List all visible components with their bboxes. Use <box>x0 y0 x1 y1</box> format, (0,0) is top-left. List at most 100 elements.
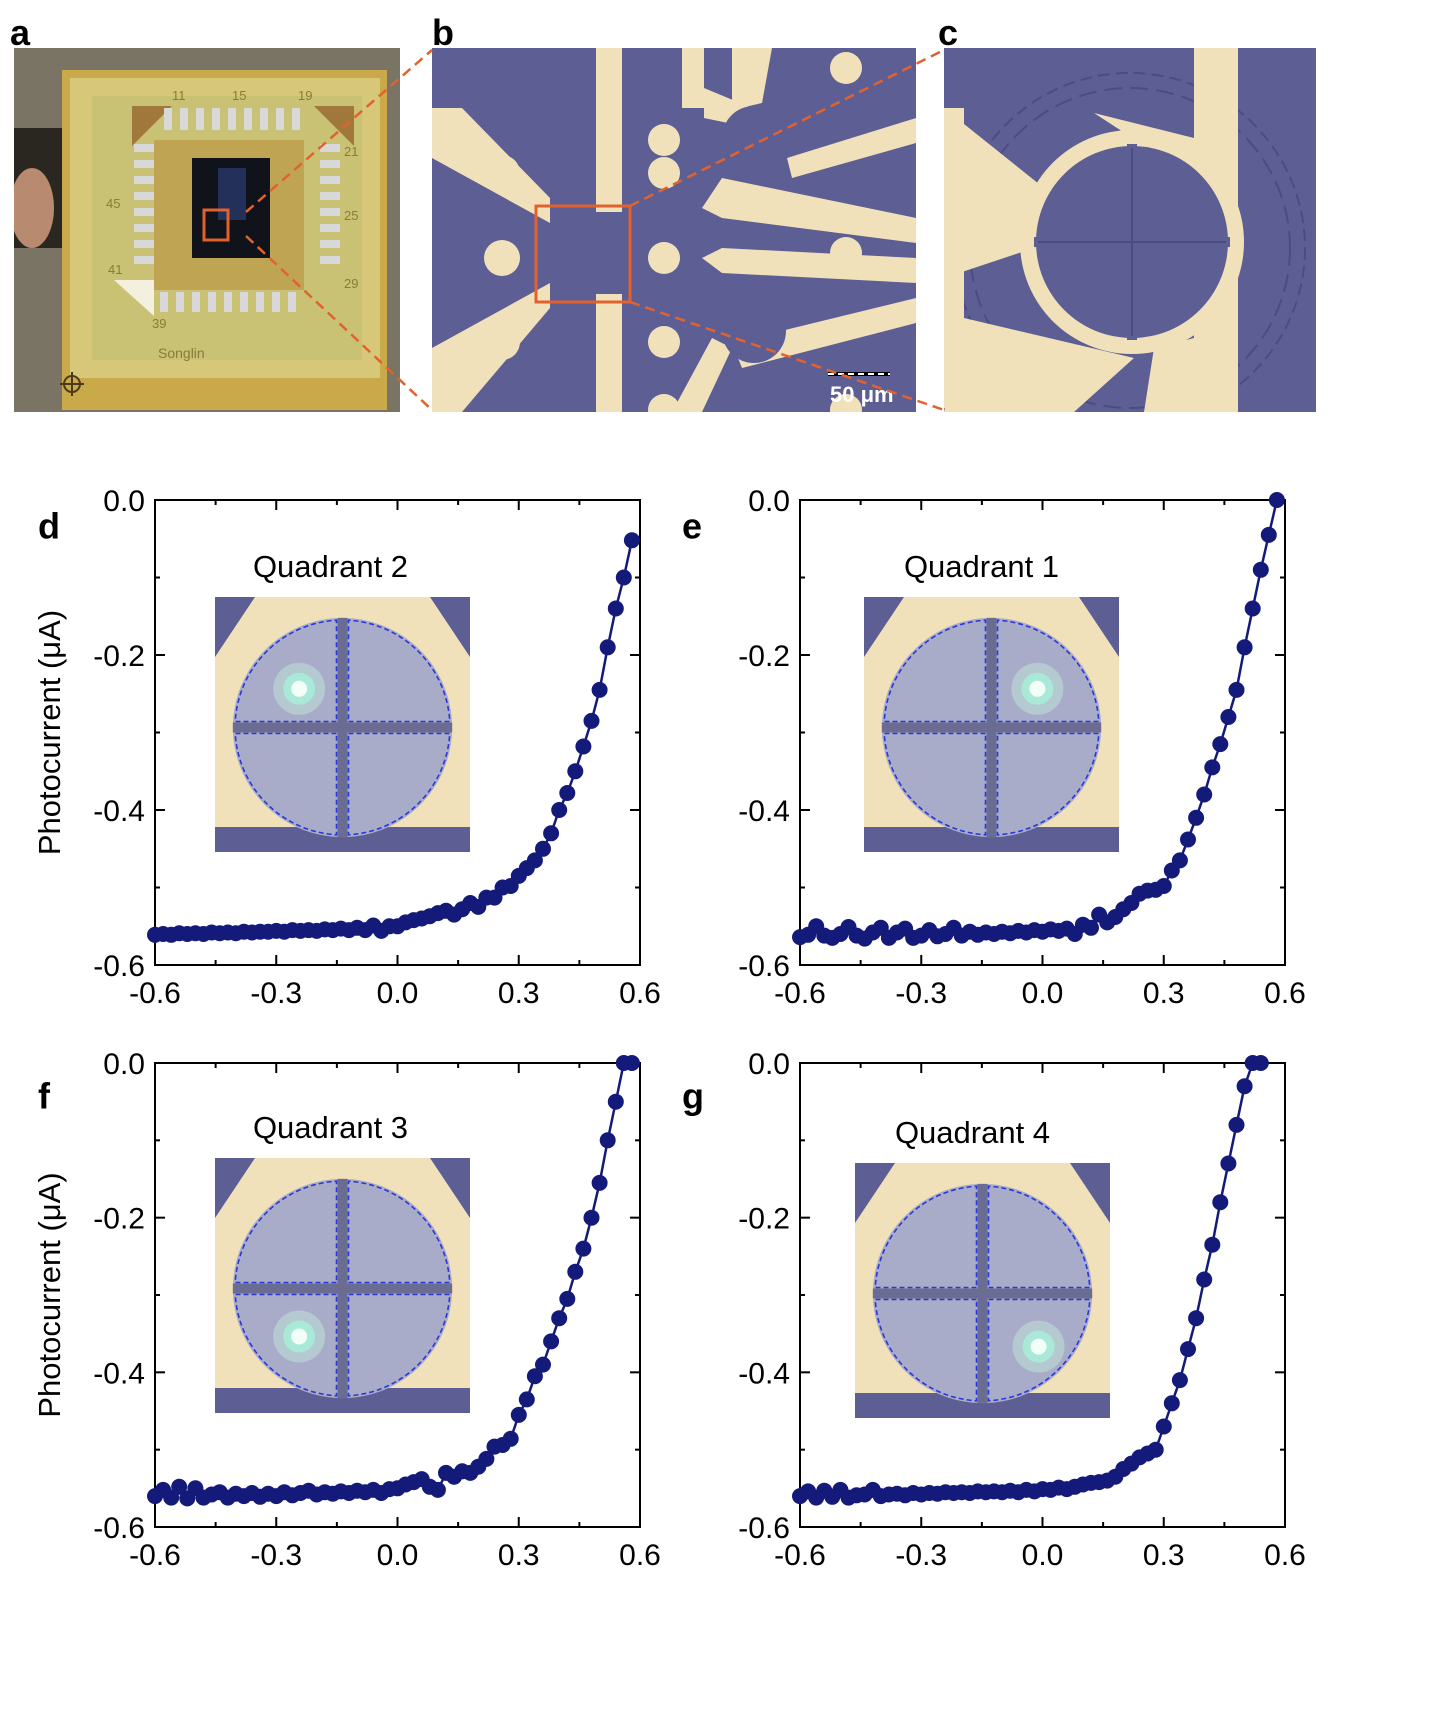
data-point <box>583 712 600 729</box>
data-point <box>583 1209 600 1226</box>
x-tick-label: 0.6 <box>1264 977 1306 1010</box>
data-point <box>1155 878 1172 894</box>
data-point <box>623 1055 640 1071</box>
x-tick-label: -0.3 <box>895 977 947 1010</box>
data-point <box>559 1290 576 1307</box>
x-tick-label: 0.0 <box>1022 1539 1064 1572</box>
panel-letter-g: g <box>682 1075 704 1116</box>
x-tick-label: -0.6 <box>129 1539 181 1572</box>
quadrant-outline <box>987 1298 1091 1402</box>
inset-substrate <box>430 597 470 657</box>
data-point <box>1204 759 1221 776</box>
data-point <box>518 1391 535 1408</box>
data-point <box>543 825 560 842</box>
y-tick-label: -0.2 <box>93 640 145 673</box>
chart-f: f -0.6 -0.3 0.0 0.3 0.6 0.0 -0.2 -0.4 -0.6 Photocu… <box>32 1048 661 1572</box>
y-axis-label: Photocurrent (μA) <box>32 610 67 855</box>
quadrant-outline <box>996 732 1100 836</box>
quadrant-outline <box>883 619 987 723</box>
data-point <box>1180 1341 1196 1358</box>
x-tick-label: -0.6 <box>129 977 181 1010</box>
laser-spot-core <box>1029 680 1046 697</box>
quadrant-inset <box>215 597 470 852</box>
data-point <box>551 1310 568 1327</box>
quadrant-outline <box>874 1298 978 1402</box>
data-point <box>1260 526 1277 543</box>
data-point <box>502 1430 519 1447</box>
pcb-label: 15 <box>232 88 246 103</box>
data-point <box>1228 681 1245 698</box>
laser-spot-core <box>291 680 308 697</box>
x-tick-label: 0.0 <box>1022 977 1064 1010</box>
data-point <box>1212 1194 1229 1211</box>
quadrant-outline <box>347 1180 451 1284</box>
quadrant-outline <box>987 1185 1091 1289</box>
data-point <box>1188 809 1205 826</box>
panel-letter-e: e <box>682 505 702 546</box>
chart-g: g -0.6 -0.3 0.0 0.3 0.6 0.0 -0.2 -0.4 -0.6 Quadran… <box>682 1048 1306 1572</box>
data-point <box>535 1356 551 1373</box>
data-point <box>599 639 616 656</box>
quadrant-title: Quadrant 2 <box>253 549 408 584</box>
quadrant-outline <box>883 732 987 836</box>
data-point <box>1228 1116 1245 1133</box>
pcb-label: 41 <box>108 262 122 277</box>
data-point <box>607 600 624 617</box>
pcb-label: 45 <box>106 196 120 211</box>
x-tick-label: -0.3 <box>250 977 302 1010</box>
x-tick-label: 0.0 <box>377 977 419 1010</box>
laser-spot-core <box>291 1328 308 1345</box>
x-tick-label: -0.6 <box>774 1539 826 1572</box>
data-point <box>575 1240 592 1257</box>
panel-letter-a: a <box>10 12 31 53</box>
chart-d: d -0.6 -0.3 0.0 0.3 0.6 0.0 -0.2 -0.4 -0.6 Photocu… <box>32 485 661 1010</box>
x-tick-label: 0.6 <box>1264 1539 1306 1572</box>
data-point <box>599 1132 616 1149</box>
panel-letter-f: f <box>38 1075 51 1116</box>
quadrant-outline <box>874 1185 978 1289</box>
quadrant-outline <box>234 1180 338 1284</box>
y-tick-label: 0.0 <box>748 485 790 518</box>
data-point <box>1204 1236 1221 1253</box>
data-point <box>1220 709 1237 725</box>
data-point <box>1171 1372 1188 1389</box>
data-point <box>171 1478 188 1495</box>
chart-e: e -0.6 -0.3 0.0 0.3 0.6 0.0 -0.2 -0.4 -0.6 Quadran… <box>682 485 1306 1010</box>
data-point <box>1252 561 1269 578</box>
data-point <box>567 763 584 780</box>
panel-letter-d: d <box>38 505 60 546</box>
y-tick-label: 0.0 <box>103 485 145 518</box>
x-tick-label: 0.0 <box>377 1539 419 1572</box>
y-tick-label: -0.6 <box>93 1512 145 1545</box>
quadrant-outline <box>234 1293 338 1397</box>
data-point <box>1236 1078 1253 1095</box>
device-zoom <box>944 48 1316 412</box>
data-point <box>1252 1055 1269 1071</box>
y-tick-label: 0.0 <box>748 1048 790 1081</box>
y-tick-label: -0.4 <box>93 1357 145 1390</box>
quadrant-inset <box>215 1158 470 1413</box>
data-point <box>429 1481 446 1498</box>
x-tick-label: 0.6 <box>619 1539 661 1572</box>
data-point <box>591 681 608 698</box>
device-zoom-graphic <box>944 48 1316 412</box>
y-tick-label: -0.4 <box>738 795 790 828</box>
panel-letter-c: c <box>938 12 959 53</box>
inset-substrate <box>864 597 904 657</box>
y-tick-label: 0.0 <box>103 1048 145 1081</box>
x-tick-label: 0.3 <box>1143 1539 1185 1572</box>
y-tick-label: -0.2 <box>93 1203 145 1236</box>
data-point <box>559 785 576 801</box>
data-point <box>1196 1271 1213 1288</box>
quadrant-outline <box>347 732 451 836</box>
x-tick-label: -0.3 <box>895 1539 947 1572</box>
data-point <box>1268 492 1285 508</box>
y-axis-label: Photocurrent (μA) <box>32 1172 67 1417</box>
inset-substrate <box>1070 1163 1110 1223</box>
data-point <box>1171 852 1188 869</box>
data-point <box>591 1174 608 1191</box>
pcb-label: 11 <box>172 88 186 103</box>
data-point <box>1147 1441 1164 1458</box>
x-tick-label: 0.6 <box>619 977 661 1010</box>
